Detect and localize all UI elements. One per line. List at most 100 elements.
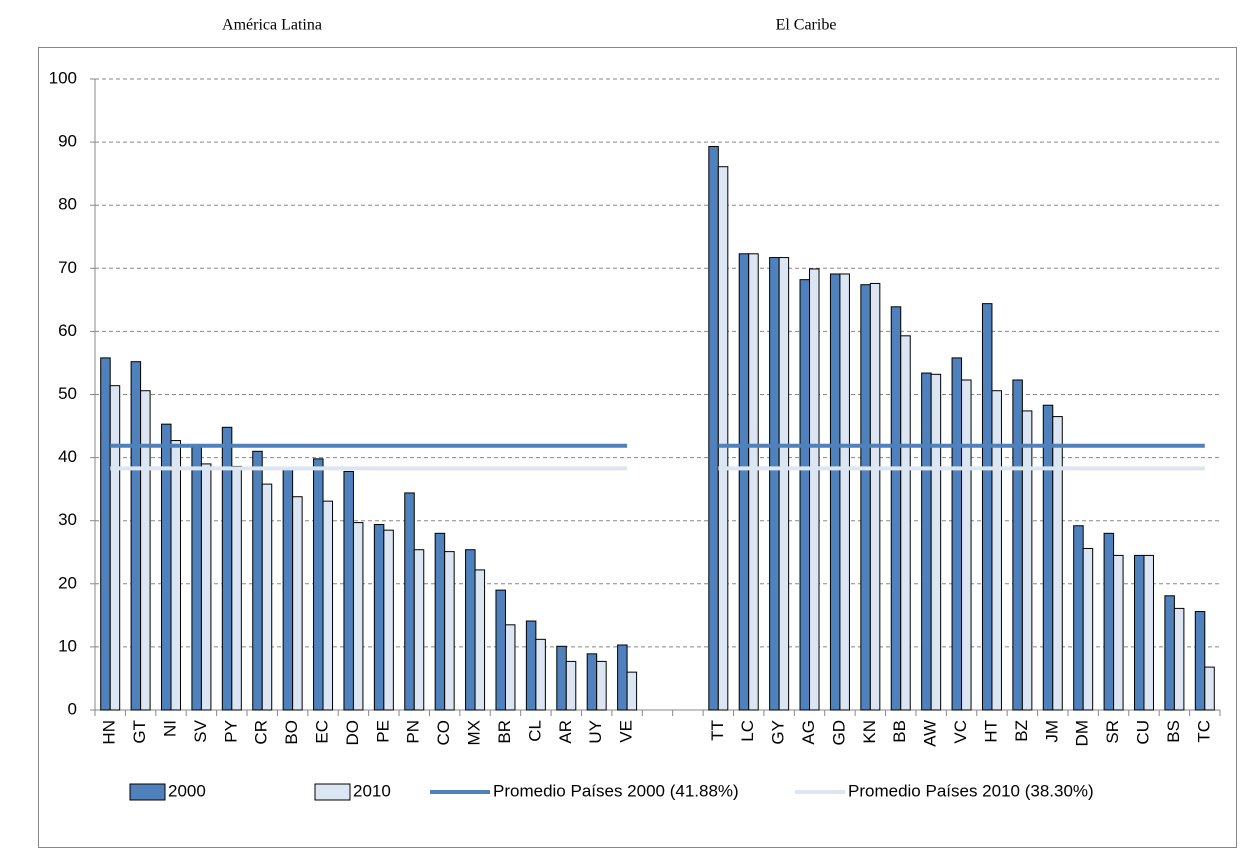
bar — [717, 166, 729, 711]
x-tick-label: BO — [282, 720, 301, 745]
x-tick-label: AW — [921, 720, 940, 747]
bar — [261, 483, 273, 711]
bar — [738, 253, 750, 711]
bar — [900, 335, 911, 711]
bar — [1194, 611, 1206, 711]
bar — [991, 390, 1002, 711]
bar — [373, 523, 385, 711]
legend-swatch — [314, 783, 351, 801]
bar — [890, 306, 902, 711]
y-tick-label: 20 — [58, 573, 77, 592]
x-tick-label: UY — [586, 720, 605, 744]
x-tick-label: PN — [404, 720, 423, 744]
bar — [200, 463, 212, 711]
y-tick-label: 30 — [58, 510, 77, 529]
bar — [352, 522, 364, 711]
bar — [951, 357, 963, 711]
y-tick-label: 0 — [68, 699, 77, 718]
x-tick-label: GY — [769, 720, 788, 745]
bar — [596, 660, 607, 711]
x-tick-label: VE — [617, 720, 636, 743]
bar — [1103, 532, 1115, 711]
bar — [504, 624, 516, 711]
x-tick-label: KN — [860, 720, 879, 744]
y-tick-label: 50 — [58, 384, 77, 403]
group-label: El Caribe — [776, 17, 837, 34]
bar — [495, 589, 506, 711]
x-tick-label: TC — [1194, 720, 1213, 743]
bar — [769, 257, 780, 711]
x-tick-label: HN — [100, 720, 119, 745]
y-tick-label: 40 — [58, 447, 77, 466]
legend-swatch — [129, 783, 166, 801]
y-tick-label: 100 — [49, 68, 77, 87]
bar — [869, 282, 881, 711]
bar — [829, 273, 841, 711]
legend-label: Promedio Países 2000 (41.88%) — [493, 781, 739, 800]
bar — [1042, 404, 1054, 711]
bar — [586, 653, 598, 711]
bar — [282, 466, 294, 711]
x-tick-label: CL — [525, 720, 544, 742]
bar — [1143, 554, 1154, 711]
x-tick-label: TT — [708, 720, 727, 741]
bar — [343, 470, 354, 711]
group-label: América Latina — [222, 17, 322, 34]
x-tick-label: BR — [495, 720, 514, 744]
bar — [860, 284, 871, 711]
bar — [930, 373, 942, 711]
bar — [404, 492, 415, 711]
y-tick-label: 80 — [58, 195, 77, 214]
bar — [1021, 410, 1033, 711]
bar — [708, 146, 719, 711]
x-tick-label: EC — [313, 720, 332, 744]
x-tick-label: VC — [951, 720, 970, 744]
bar — [1164, 595, 1175, 711]
x-tick-label: BZ — [1012, 720, 1031, 742]
x-tick-label: LC — [738, 720, 757, 742]
x-tick-label: SR — [1103, 720, 1122, 744]
chart-frame — [38, 47, 1237, 848]
x-tick-label: BB — [890, 720, 909, 743]
bar — [525, 620, 537, 711]
bar — [799, 279, 811, 711]
legend-label: 2010 — [353, 781, 391, 800]
bar — [130, 361, 142, 711]
bar — [626, 671, 638, 711]
bar — [191, 445, 202, 711]
bar — [413, 549, 425, 711]
x-tick-label: NI — [160, 720, 179, 737]
bar — [109, 385, 121, 711]
bar — [809, 268, 820, 711]
y-tick-label: 70 — [58, 258, 77, 277]
x-tick-label: JM — [1042, 720, 1061, 743]
x-tick-label: AR — [556, 720, 575, 744]
x-tick-label: CO — [434, 720, 453, 746]
x-tick-label: PY — [221, 720, 240, 743]
x-tick-label: PE — [373, 720, 392, 743]
bar — [383, 529, 394, 711]
bar — [322, 500, 334, 711]
bar — [778, 257, 790, 711]
x-tick-label: SV — [191, 719, 210, 742]
legend-label: 2000 — [168, 781, 206, 800]
x-tick-label: GT — [130, 720, 149, 744]
y-tick-label: 10 — [58, 636, 77, 655]
bar — [981, 303, 993, 711]
bar — [1012, 379, 1023, 711]
x-tick-label: CR — [252, 720, 271, 745]
bar — [839, 273, 850, 711]
x-tick-label: DM — [1073, 720, 1092, 746]
bar — [170, 440, 182, 711]
bar — [556, 645, 567, 711]
bar — [1133, 554, 1145, 711]
bar — [1173, 607, 1185, 711]
x-tick-label: HT — [981, 720, 1000, 743]
bar — [252, 450, 263, 711]
bar — [617, 644, 628, 711]
bar — [313, 458, 324, 711]
bar — [1204, 666, 1215, 711]
bar — [474, 569, 486, 711]
bar — [1052, 416, 1063, 711]
